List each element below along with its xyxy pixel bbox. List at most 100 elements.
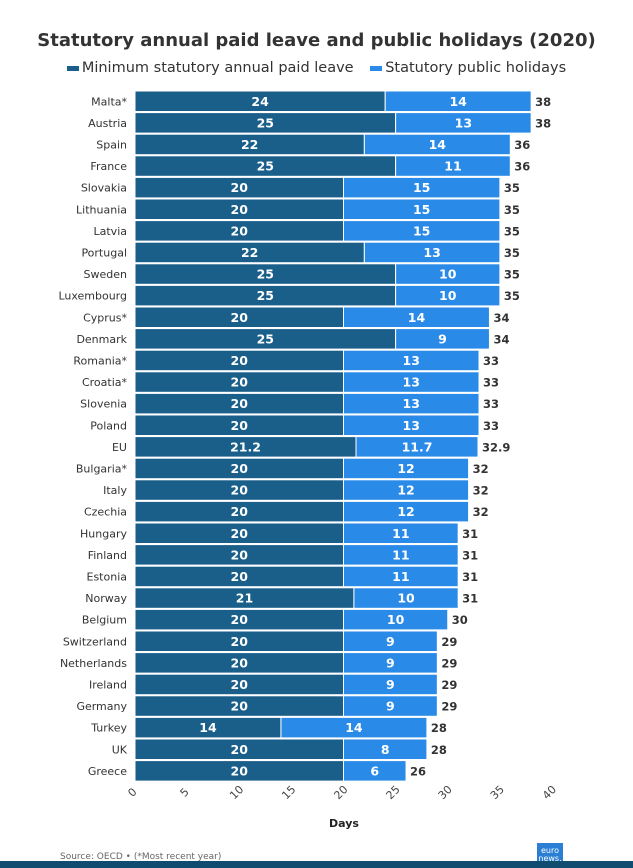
data-label: 20 [231, 418, 249, 433]
data-label: 9 [386, 677, 395, 692]
total-label: 35 [504, 268, 520, 282]
bar-segment [343, 608, 449, 631]
data-label: 20 [231, 547, 249, 562]
category-label: Greece [88, 765, 127, 778]
total-label: 32 [473, 462, 489, 476]
bar-segment [355, 436, 479, 458]
category-label: Croatia* [82, 376, 128, 389]
bar-segment [363, 133, 511, 156]
legend-label: Statutory public holidays [385, 60, 567, 76]
legend-item-paid-leave[interactable]: Minimum statutory annual paid leave [66, 60, 354, 76]
total-label: 32 [473, 484, 489, 498]
data-label: 10 [439, 288, 457, 303]
total-label: 35 [504, 181, 520, 195]
category-label: Portugal [81, 246, 127, 259]
data-label: 14 [199, 720, 217, 735]
total-label: 35 [504, 289, 520, 303]
bar-segment [343, 760, 407, 782]
data-label: 9 [438, 331, 447, 346]
total-label: 35 [504, 246, 520, 260]
data-label: 14 [345, 720, 363, 735]
data-label: 20 [231, 483, 249, 498]
bar-segment [395, 328, 490, 350]
category-label: Czechia [84, 506, 127, 519]
data-label: 20 [231, 655, 249, 670]
legend: Minimum statutory annual paid leave Stat… [0, 60, 633, 76]
total-label: 33 [483, 419, 499, 433]
data-label: 22 [241, 137, 258, 152]
category-label: Germany [76, 700, 127, 713]
data-label: 12 [397, 504, 414, 519]
data-label: 20 [231, 699, 249, 714]
x-tick-label: 30 [436, 783, 455, 802]
data-label: 6 [370, 763, 379, 778]
bar-segment [343, 371, 480, 393]
data-label: 20 [231, 504, 249, 519]
data-label: 14 [449, 94, 467, 109]
total-label: 35 [504, 203, 520, 217]
total-label: 29 [441, 700, 457, 714]
data-label: 10 [439, 267, 457, 282]
data-label: 20 [231, 569, 249, 584]
category-label: Turkey [90, 722, 127, 735]
data-label: 20 [231, 202, 249, 217]
data-label: 13 [423, 245, 440, 260]
x-tick-label: 5 [178, 785, 192, 799]
bar-segment [343, 306, 490, 328]
data-label: 25 [257, 331, 274, 346]
category-label: Norway [85, 592, 127, 605]
data-label: 11 [444, 159, 461, 174]
data-label: 10 [397, 591, 415, 606]
data-label: 14 [408, 310, 426, 325]
total-label: 38 [535, 95, 551, 109]
bar-segment [363, 241, 501, 264]
total-label: 35 [504, 224, 520, 238]
data-label: 15 [413, 223, 430, 238]
data-label: 8 [381, 742, 390, 757]
data-label: 20 [231, 634, 249, 649]
category-label: UK [112, 743, 128, 756]
data-label: 15 [413, 202, 430, 217]
bar-segment [343, 500, 470, 523]
bar-segment [343, 652, 438, 674]
data-label: 25 [257, 288, 274, 303]
data-label: 11 [392, 526, 409, 541]
data-label: 11.7 [402, 439, 433, 454]
data-label: 21.2 [230, 439, 261, 454]
bar-segment [353, 587, 459, 609]
legend-item-public-holidays[interactable]: Statutory public holidays [370, 60, 566, 76]
bar-segment [280, 716, 428, 739]
data-label: 9 [386, 634, 395, 649]
data-label: 11 [392, 547, 409, 562]
data-label: 9 [386, 699, 395, 714]
total-label: 34 [493, 311, 509, 325]
data-label: 20 [231, 677, 249, 692]
total-label: 36 [514, 160, 530, 174]
data-label: 20 [231, 461, 249, 476]
total-label: 28 [431, 721, 447, 735]
data-label: 13 [403, 396, 420, 411]
x-tick-label: 35 [488, 783, 507, 802]
bar-segment [343, 392, 480, 415]
total-label: 31 [462, 548, 478, 562]
total-label: 33 [483, 397, 499, 411]
bar-segment [395, 263, 501, 285]
category-label: Poland [90, 419, 127, 432]
category-label: Sweden [84, 268, 127, 281]
total-label: 33 [483, 354, 499, 368]
data-label: 24 [251, 94, 269, 109]
category-label: Malta* [91, 95, 127, 108]
bar-segment [343, 522, 459, 544]
category-label: Estonia [87, 570, 128, 583]
total-label: 29 [441, 678, 457, 692]
category-label: Luxembourg [58, 290, 127, 303]
data-label: 20 [231, 310, 249, 325]
data-label: 20 [231, 180, 249, 195]
source-note: Source: OECD • (*Most recent year) [60, 852, 222, 862]
category-label: Switzerland [63, 635, 127, 648]
data-label: 12 [397, 483, 414, 498]
bar-segment [395, 284, 501, 307]
category-label: Finland [88, 549, 127, 562]
category-label: Spain [96, 138, 127, 151]
